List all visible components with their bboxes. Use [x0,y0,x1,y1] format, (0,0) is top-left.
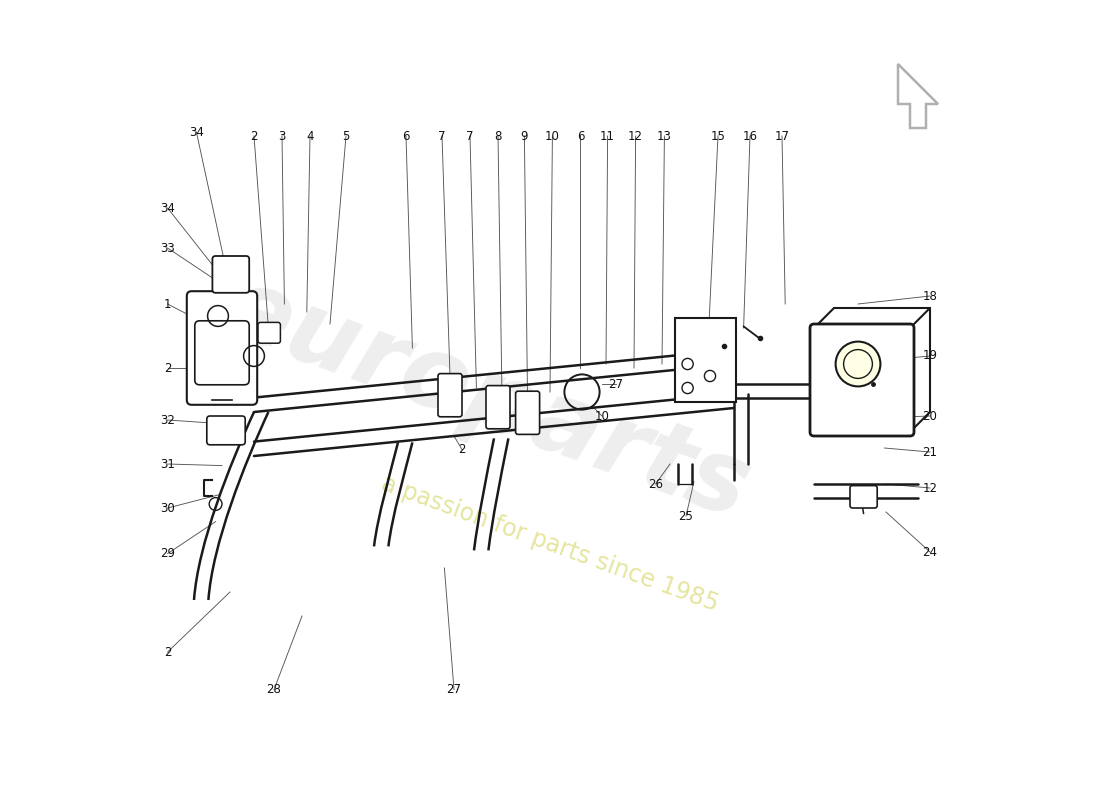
Text: 30: 30 [161,502,175,514]
FancyBboxPatch shape [212,256,250,293]
Text: 19: 19 [923,350,937,362]
Text: 28: 28 [266,683,282,696]
FancyBboxPatch shape [516,391,540,434]
Text: 2: 2 [164,646,172,658]
Text: 11: 11 [601,130,615,142]
Text: 24: 24 [923,546,937,558]
Text: europarts: europarts [210,260,762,540]
FancyBboxPatch shape [486,386,510,429]
Text: 4: 4 [306,130,313,142]
Text: 16: 16 [742,130,758,142]
Text: 27: 27 [608,378,623,390]
Text: 26: 26 [648,478,663,490]
Text: 18: 18 [923,290,937,302]
FancyBboxPatch shape [187,291,257,405]
Text: 12: 12 [923,482,937,494]
Text: 12: 12 [628,130,643,142]
Text: 13: 13 [657,130,672,142]
Text: 33: 33 [161,242,175,254]
FancyBboxPatch shape [674,318,736,402]
Text: 2: 2 [164,362,172,374]
FancyBboxPatch shape [258,322,280,343]
Text: 7: 7 [438,130,446,142]
Text: 7: 7 [466,130,474,142]
Text: 3: 3 [278,130,286,142]
Text: 2: 2 [251,130,257,142]
Text: 34: 34 [161,202,175,214]
Text: 17: 17 [774,130,790,142]
Text: a passion for parts since 1985: a passion for parts since 1985 [378,472,722,616]
Text: 20: 20 [923,410,937,422]
FancyBboxPatch shape [850,486,877,508]
Text: 34: 34 [189,126,204,138]
Text: 5: 5 [342,130,350,142]
Text: 10: 10 [595,410,609,422]
Text: 15: 15 [711,130,725,142]
Text: 10: 10 [544,130,560,142]
Text: 32: 32 [161,414,175,426]
Text: 6: 6 [403,130,409,142]
Text: 31: 31 [161,458,175,470]
Text: 2: 2 [459,443,465,456]
Text: 29: 29 [161,547,175,560]
FancyBboxPatch shape [438,374,462,417]
Text: 1: 1 [164,298,172,310]
Text: 8: 8 [494,130,502,142]
FancyBboxPatch shape [207,416,245,445]
Circle shape [836,342,880,386]
Text: 6: 6 [576,130,584,142]
Text: 27: 27 [447,683,462,696]
FancyBboxPatch shape [810,324,914,436]
Text: 9: 9 [520,130,528,142]
Text: 25: 25 [679,510,693,522]
FancyBboxPatch shape [195,321,250,385]
Text: 21: 21 [923,446,937,458]
